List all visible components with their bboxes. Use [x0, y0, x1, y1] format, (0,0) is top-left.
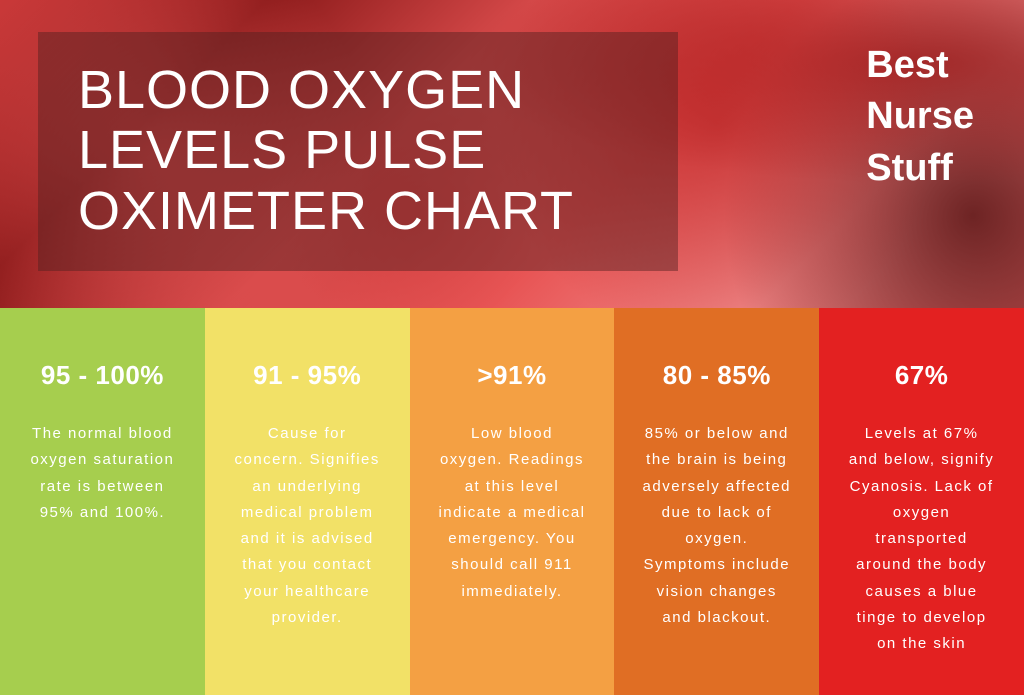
title-box: BLOOD OXYGEN LEVELS PULSE OXIMETER CHART	[38, 32, 678, 271]
level-column-cyanosis: 67% Levels at 67% and below, signify Cya…	[819, 308, 1024, 695]
level-description: 85% or below and the brain is being adve…	[634, 421, 799, 631]
level-description: The normal blood oxygen saturation rate …	[20, 421, 185, 526]
oximeter-chart-columns: 95 - 100% The normal blood oxygen satura…	[0, 308, 1024, 695]
header-banner: BLOOD OXYGEN LEVELS PULSE OXIMETER CHART…	[0, 0, 1024, 308]
level-range: 80 - 85%	[634, 360, 799, 391]
page-title: BLOOD OXYGEN LEVELS PULSE OXIMETER CHART	[78, 60, 638, 241]
level-description: Levels at 67% and below, signify Cyanosi…	[839, 421, 1004, 657]
level-range: >91%	[430, 360, 595, 391]
level-column-normal: 95 - 100% The normal blood oxygen satura…	[0, 308, 205, 695]
brand-line-3: Stuff	[866, 143, 974, 194]
level-description: Low blood oxygen. Readings at this level…	[430, 421, 595, 605]
brand-label: Best Nurse Stuff	[866, 40, 974, 194]
brand-line-2: Nurse	[866, 91, 974, 142]
level-range: 91 - 95%	[225, 360, 390, 391]
level-column-concern: 91 - 95% Cause for concern. Signifies an…	[205, 308, 410, 695]
level-column-critical: 80 - 85% 85% or below and the brain is b…	[614, 308, 819, 695]
level-range: 67%	[839, 360, 1004, 391]
brand-line-1: Best	[866, 40, 974, 91]
level-column-low: >91% Low blood oxygen. Readings at this …	[410, 308, 615, 695]
level-range: 95 - 100%	[20, 360, 185, 391]
level-description: Cause for concern. Signifies an underlyi…	[225, 421, 390, 631]
